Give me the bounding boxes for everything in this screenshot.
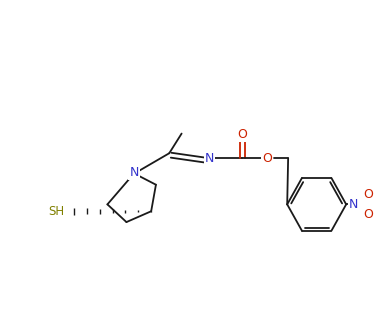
Text: N: N xyxy=(349,198,358,211)
Text: SH: SH xyxy=(49,205,65,218)
Text: O: O xyxy=(363,208,373,221)
Text: N: N xyxy=(129,166,139,180)
Text: O: O xyxy=(363,188,373,201)
Text: N: N xyxy=(205,152,214,165)
Text: O: O xyxy=(262,152,272,165)
Text: O: O xyxy=(237,128,248,141)
